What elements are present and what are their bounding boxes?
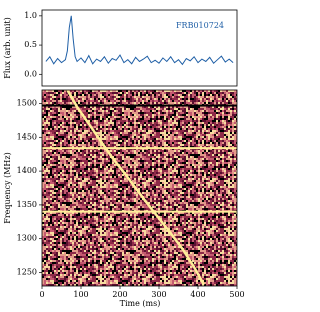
y-tick-label: 0.0	[24, 69, 37, 78]
y-tick-label: 1.0	[24, 11, 37, 20]
y-tick-label: 1400	[17, 166, 37, 175]
dispersion-sweep	[66, 89, 205, 286]
x-tick-label: 300	[151, 290, 166, 299]
y-tick-label: 0.5	[24, 40, 37, 49]
panel-frame	[41, 9, 238, 87]
flux-line	[45, 15, 234, 66]
x-tick-label: 200	[112, 290, 127, 299]
annotation: FRB010724	[176, 21, 224, 30]
panel-frame	[41, 89, 238, 287]
x-tick-label: 100	[73, 290, 88, 299]
flux-axis-label: Flux (arb. unit)	[3, 17, 12, 78]
y-tick-label: 1300	[17, 234, 37, 243]
bright-channel	[42, 147, 237, 150]
y-tick-label: 1350	[17, 200, 37, 209]
x-tick-label: 500	[229, 290, 244, 299]
y-tick-label: 1450	[17, 132, 37, 141]
x-tick-label: 400	[190, 290, 205, 299]
spectrum-background	[42, 90, 237, 286]
bright-channel	[42, 210, 237, 213]
dark-channel	[42, 104, 237, 107]
frequency-axis-label: Frequency (MHz)	[3, 152, 12, 223]
x-tick-label: 0	[39, 290, 44, 299]
time-axis-label: Time (ms)	[120, 299, 161, 308]
figure: Flux (arb. unit) Frequency (MHz) Time (m…	[3, 9, 245, 308]
y-tick-label: 1250	[17, 267, 37, 276]
y-tick-label: 1500	[17, 99, 37, 108]
